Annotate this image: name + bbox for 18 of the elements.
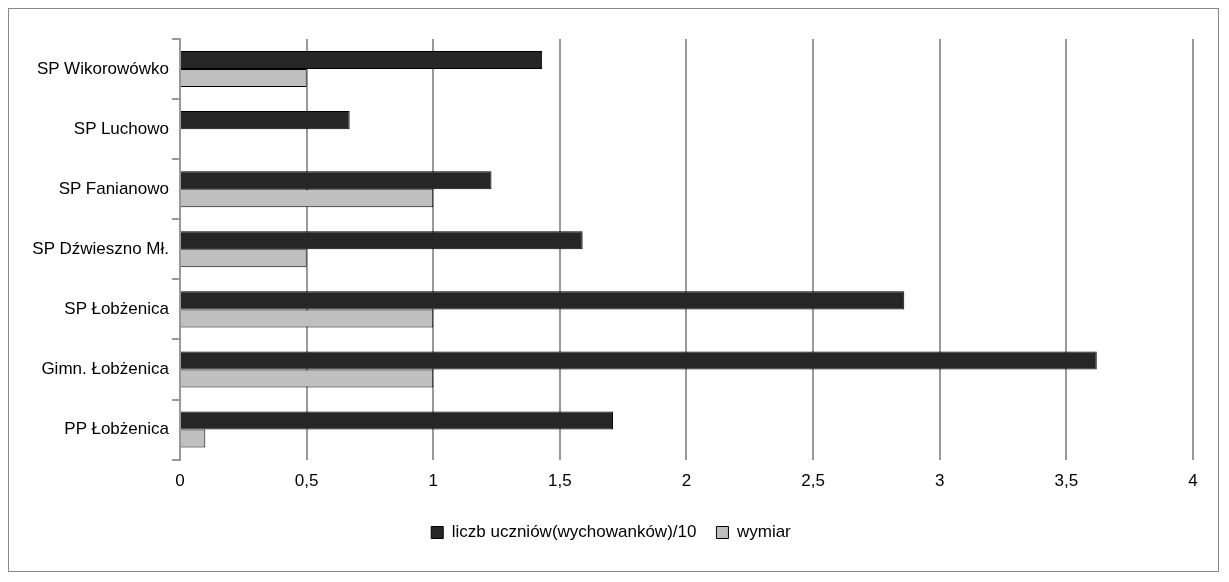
x-tick-label: 0	[175, 471, 185, 491]
y-tick-label: PP Łobżenica	[64, 419, 170, 439]
y-tick-label: SP Dźwieszno Mł.	[32, 238, 169, 258]
y-tick-label: SP Fanianowo	[58, 178, 169, 198]
x-tick-label: 1,5	[548, 471, 572, 491]
legend-label: liczb uczniów(wychowanków)/10	[451, 522, 697, 542]
x-tick-label: 2	[681, 471, 692, 491]
x-tick-label: 1	[428, 471, 438, 491]
x-tick-label: 3,5	[1054, 471, 1079, 491]
legend-label: wymiar	[735, 522, 792, 542]
x-tick-label: 0,5	[294, 471, 319, 491]
y-tick-label: Gimn. Łobżenica	[41, 359, 170, 379]
y-tick-label: SP Łobżenica	[64, 299, 170, 319]
y-tick-label: SP Luchowo	[73, 118, 169, 138]
x-tick-label: 4	[1188, 471, 1198, 491]
y-tick-label: SP Wikorowówko	[37, 58, 169, 78]
x-tick-label: 3	[935, 471, 945, 491]
x-tick-label: 2,5	[801, 471, 825, 491]
